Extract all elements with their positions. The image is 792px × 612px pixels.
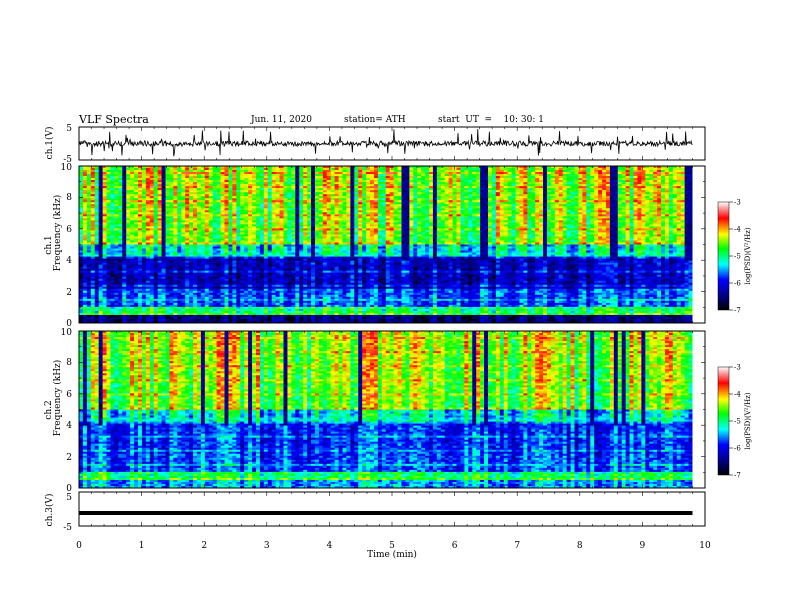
x-tick-label: 10 xyxy=(699,541,711,551)
spec1-ytick: 2 xyxy=(66,288,72,298)
header-start-ut: start UT = 10: 30: 1 xyxy=(438,115,544,125)
colorbar-tick-label: -5 xyxy=(734,253,741,261)
ch1-spec-ylabel: Frequency (kHz) xyxy=(52,195,63,272)
x-axis-label: Time (min) xyxy=(367,549,417,560)
ch3-ytick-labels: 5 -5 xyxy=(63,493,72,533)
colorbar-tick-label: -6 xyxy=(734,445,741,453)
spec2-ytick: 8 xyxy=(66,358,72,368)
x-tick-label: 6 xyxy=(452,541,458,551)
spec2-ytick: 10 xyxy=(61,328,73,338)
spec1-ytick: 8 xyxy=(66,193,72,203)
ch1-colorbar xyxy=(718,202,729,310)
x-tick-label: 3 xyxy=(264,541,270,551)
ch1-spectrogram-image xyxy=(79,166,705,323)
spec2-ytick: 6 xyxy=(66,390,72,400)
x-tick-label: 2 xyxy=(201,541,207,551)
ch1-ytick-labels: 5 -5 xyxy=(63,124,72,165)
ch3-waveform-ylabel: ch.3(V) xyxy=(44,494,55,527)
ch2-spec-ylabel: Frequency (kHz) xyxy=(52,360,63,437)
ch1-waveform-ylabel: ch.1(V) xyxy=(44,127,55,160)
x-tick-label: 0 xyxy=(76,541,82,551)
colorbar-tick-label: -3 xyxy=(734,364,741,372)
ch1-colorbar-ticks: -3 -4 -5 -6 -7 xyxy=(729,199,741,315)
ch1-ytick-top: 5 xyxy=(66,124,72,134)
x-tick-label: 9 xyxy=(640,541,646,551)
header-date: Jun. 11, 2020 xyxy=(251,115,312,125)
x-tick-label: 8 xyxy=(577,541,583,551)
spec1-ytick: 4 xyxy=(66,256,72,266)
spec2-ytick: 2 xyxy=(66,453,72,463)
colorbar-tick-label: -3 xyxy=(734,199,741,207)
ch2-spectrogram-image xyxy=(79,331,705,488)
colorbar-tick-label: -7 xyxy=(734,472,741,480)
ch2-colorbar-label: log(PSD)(V²/Hz) xyxy=(744,392,752,449)
ch2-colorbar-ticks: -3 -4 -5 -6 -7 xyxy=(729,364,741,480)
x-tick-label: 7 xyxy=(514,541,520,551)
x-tick-label: 4 xyxy=(327,541,333,551)
figure-title: VLF Spectra xyxy=(79,113,149,126)
x-tick-label: 1 xyxy=(139,541,145,551)
ch3-ytick-bottom: -5 xyxy=(63,523,72,533)
ch3-ytick-top: 5 xyxy=(66,493,72,503)
ch3-waveform-trace xyxy=(79,511,692,515)
colorbar-tick-label: -7 xyxy=(734,307,741,315)
colorbar-tick-label: -5 xyxy=(734,418,741,426)
spec1-ytick: 6 xyxy=(66,225,72,235)
ch1-colorbar-label: log(PSD)(V²/Hz) xyxy=(744,227,752,284)
colorbar-tick-label: -4 xyxy=(734,226,741,234)
header-station: station= ATH xyxy=(344,115,406,125)
ch3-waveform-panel xyxy=(79,492,705,526)
spec2-ytick: 4 xyxy=(66,421,72,431)
colorbar-tick-label: -6 xyxy=(734,280,741,288)
ch2-colorbar xyxy=(718,367,729,475)
colorbar-tick-label: -4 xyxy=(734,391,741,399)
spec1-ytick: 10 xyxy=(61,163,73,173)
